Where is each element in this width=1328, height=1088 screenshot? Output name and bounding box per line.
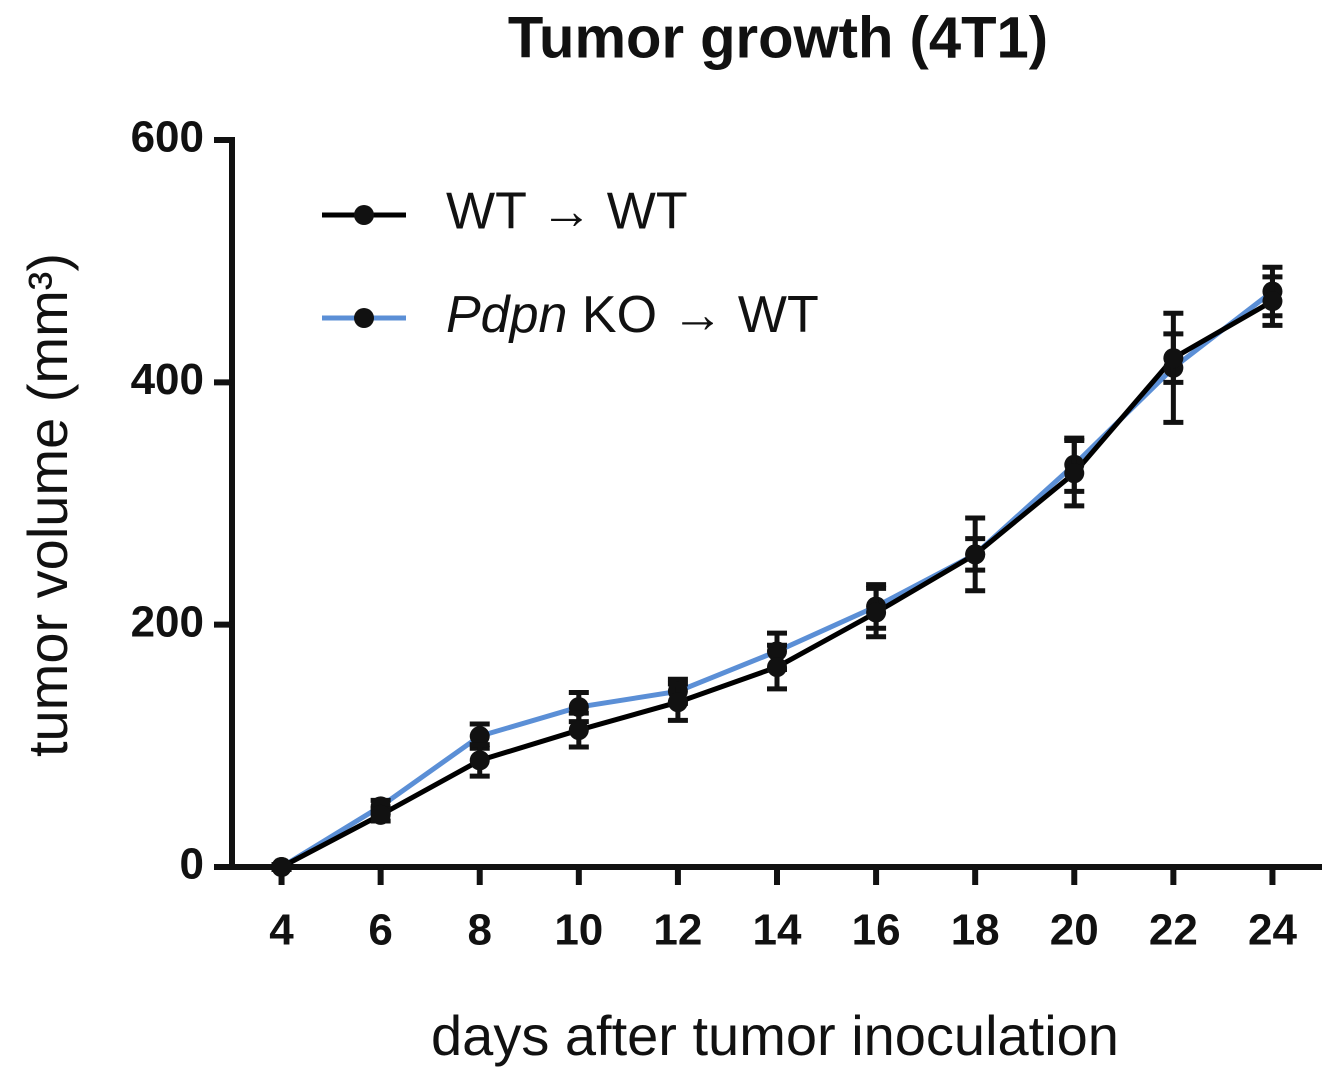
x-tick-label: 22 — [1149, 906, 1198, 955]
legend-marker — [354, 308, 374, 328]
x-tick-label: 24 — [1248, 906, 1297, 955]
x-tick-label: 10 — [554, 906, 603, 955]
point — [965, 544, 986, 565]
x-tick-label: 12 — [653, 906, 702, 955]
legend-label: WT → WT — [446, 183, 688, 241]
point — [370, 804, 391, 825]
point — [469, 726, 490, 747]
y-tick-label: 400 — [131, 355, 204, 404]
x-tick-label: 8 — [467, 906, 491, 955]
point — [1163, 348, 1184, 369]
y-tick-label: 600 — [131, 113, 204, 162]
x-tick-label: 16 — [852, 906, 901, 955]
x-tick-label: 20 — [1050, 906, 1099, 955]
point — [767, 657, 787, 678]
point — [271, 857, 292, 877]
legend-marker — [354, 205, 374, 225]
chart-title: Tumor growth (4T1) — [508, 5, 1048, 70]
point — [1064, 463, 1085, 484]
x-axis-label: days after tumor inoculation — [431, 1004, 1119, 1067]
point — [866, 602, 887, 623]
x-tick-label: 18 — [951, 906, 1000, 955]
point — [667, 692, 688, 713]
point — [568, 720, 589, 741]
x-tick-label: 4 — [269, 906, 294, 955]
series-line — [280, 298, 1274, 870]
y-tick-label: 200 — [131, 597, 204, 646]
x-tick-label: 6 — [368, 906, 392, 955]
point — [1262, 291, 1283, 312]
legend-label: Pdpn KO → WT — [446, 286, 819, 344]
series-line — [280, 289, 1274, 870]
y-axis-label: tumor volume (mm³) — [16, 253, 79, 757]
y-tick-label: 0 — [180, 840, 204, 889]
point — [469, 750, 490, 771]
x-tick-label: 14 — [753, 906, 802, 955]
